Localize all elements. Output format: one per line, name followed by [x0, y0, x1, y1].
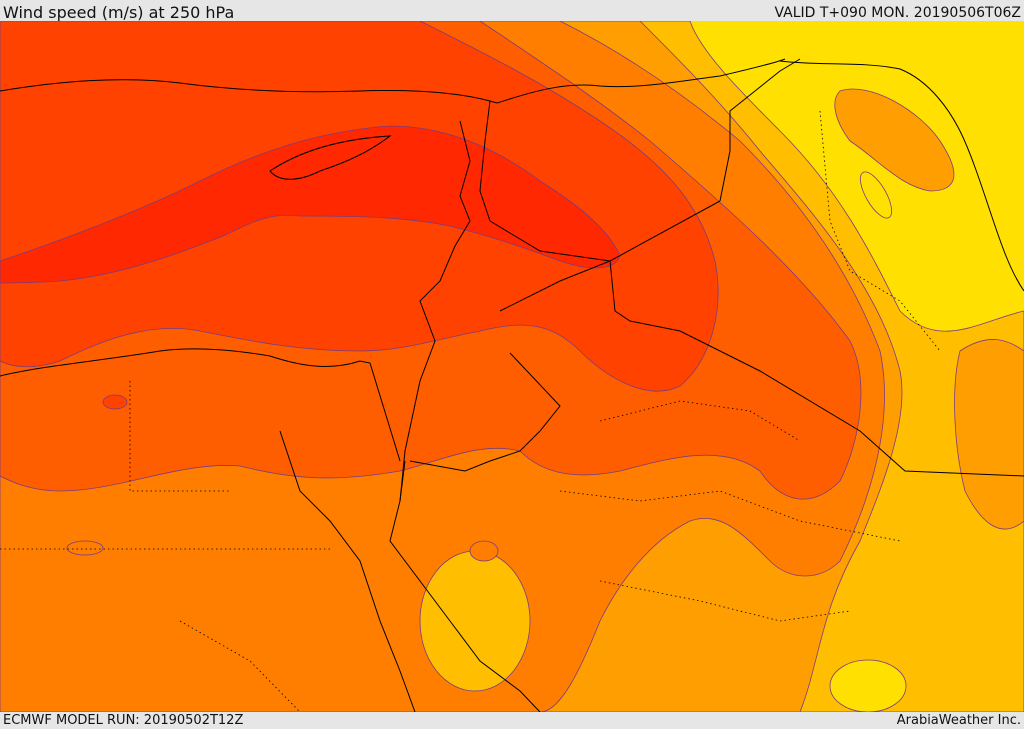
- valid-time: VALID T+090 MON. 20190506T06Z: [774, 5, 1021, 21]
- band-mid-east: [954, 339, 1024, 530]
- footer-bar: ECMWF MODEL RUN: 20190502T12Z ArabiaWeat…: [0, 712, 1024, 729]
- band-red: [0, 125, 621, 284]
- map-title: Wind speed (m/s) at 250 hPa: [3, 3, 235, 22]
- band-light-patch-south: [419, 550, 531, 692]
- band-orange-patch-west: [66, 540, 104, 556]
- band-lightest-patch-southeast: [829, 659, 907, 712]
- credit: ArabiaWeather Inc.: [896, 713, 1021, 728]
- model-run: ECMWF MODEL RUN: 20190502T12Z: [3, 713, 244, 728]
- internal-boundaries: [0, 110, 941, 712]
- band-red-orange-patch: [102, 394, 128, 410]
- wind-speed-map[interactable]: [0, 21, 1024, 712]
- band-mid-northeast: [834, 88, 955, 192]
- band-lightest-patch-east: [859, 171, 893, 219]
- borders: [0, 58, 1024, 712]
- header-bar: Wind speed (m/s) at 250 hPa VALID T+090 …: [0, 0, 1024, 22]
- band-orange-patch-small: [469, 540, 499, 562]
